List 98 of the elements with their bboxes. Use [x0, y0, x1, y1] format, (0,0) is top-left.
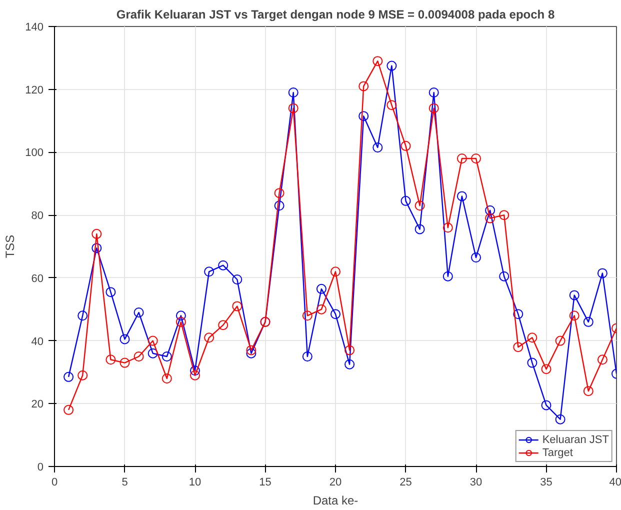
point	[541, 364, 552, 374]
point	[499, 271, 510, 282]
point	[456, 191, 467, 202]
x-tick-label: 15	[259, 476, 272, 488]
point	[106, 354, 116, 365]
y-tick-label: 0	[37, 462, 44, 474]
point	[204, 332, 214, 343]
point	[344, 359, 355, 370]
point	[204, 266, 214, 277]
x-axis-title: Data ke-	[312, 494, 358, 508]
point	[106, 287, 116, 298]
chart-title: Grafik Keluaran JST vs Target dengan node 9 MSE = 0.0094008 pada epoch 8	[116, 8, 555, 22]
point	[148, 336, 158, 346]
point	[471, 252, 481, 262]
point	[288, 103, 298, 114]
point	[148, 348, 158, 358]
point	[513, 342, 524, 352]
point	[442, 222, 453, 233]
point	[414, 200, 425, 211]
y-axis-title: TSS	[3, 234, 18, 258]
point	[414, 224, 425, 234]
point	[400, 196, 411, 206]
point	[358, 111, 369, 122]
point	[527, 332, 538, 343]
point	[64, 372, 74, 382]
point	[302, 352, 312, 362]
point	[274, 188, 284, 198]
point	[569, 290, 580, 300]
point	[274, 200, 284, 211]
point	[569, 310, 580, 321]
point	[64, 404, 74, 415]
point	[190, 366, 200, 376]
point	[288, 88, 298, 98]
point	[218, 320, 228, 330]
legend-label: Keluaran JST	[542, 433, 609, 446]
x-tick-label: 10	[188, 476, 202, 488]
y-tick-label: 40	[31, 336, 44, 348]
x-tick-label: 25	[400, 476, 412, 488]
point	[176, 310, 186, 321]
point	[541, 400, 552, 410]
point	[386, 60, 397, 71]
x-tick-label: 30	[470, 476, 482, 488]
point	[372, 142, 383, 152]
x-tick-label: 40	[609, 476, 621, 488]
point	[92, 243, 102, 254]
point	[176, 316, 186, 327]
x-tick-label: 5	[122, 476, 128, 488]
point	[232, 274, 242, 284]
y-tick-label: 20	[31, 398, 44, 411]
legend-label: Target	[542, 446, 573, 459]
point	[583, 316, 594, 327]
point	[302, 310, 312, 321]
point	[555, 414, 566, 424]
point	[78, 370, 88, 380]
point	[527, 358, 538, 368]
point	[316, 304, 326, 314]
point	[499, 210, 510, 220]
point	[344, 345, 355, 356]
point	[597, 268, 608, 278]
point	[428, 103, 439, 114]
x-tick-label: 20	[329, 476, 342, 488]
point	[92, 228, 102, 239]
y-tick-label: 80	[31, 210, 44, 222]
point	[316, 284, 326, 294]
point	[190, 370, 200, 380]
point	[134, 308, 144, 318]
point	[358, 81, 369, 92]
y-tick-label: 60	[31, 272, 44, 285]
point	[134, 352, 144, 362]
point	[120, 358, 130, 368]
point	[246, 345, 256, 356]
point	[555, 336, 566, 346]
x-tick-label: 35	[540, 476, 552, 488]
point	[218, 260, 228, 270]
point	[78, 310, 88, 321]
point	[372, 56, 383, 66]
y-tick-label: 140	[25, 22, 44, 34]
point	[232, 301, 242, 312]
point	[330, 266, 340, 277]
point	[583, 386, 594, 396]
point	[162, 374, 172, 384]
point	[513, 309, 524, 320]
x-tick-label: 0	[51, 476, 58, 488]
point	[597, 354, 608, 365]
point	[330, 309, 340, 320]
point	[246, 348, 256, 358]
point	[386, 100, 397, 110]
point	[162, 352, 172, 362]
point	[120, 334, 130, 344]
y-tick-label: 120	[25, 84, 44, 96]
point	[471, 154, 481, 164]
point	[456, 154, 467, 164]
point	[485, 205, 496, 216]
point	[428, 88, 439, 98]
point	[442, 271, 453, 282]
point	[400, 140, 411, 151]
y-tick-label: 100	[25, 147, 44, 160]
point	[485, 213, 496, 224]
